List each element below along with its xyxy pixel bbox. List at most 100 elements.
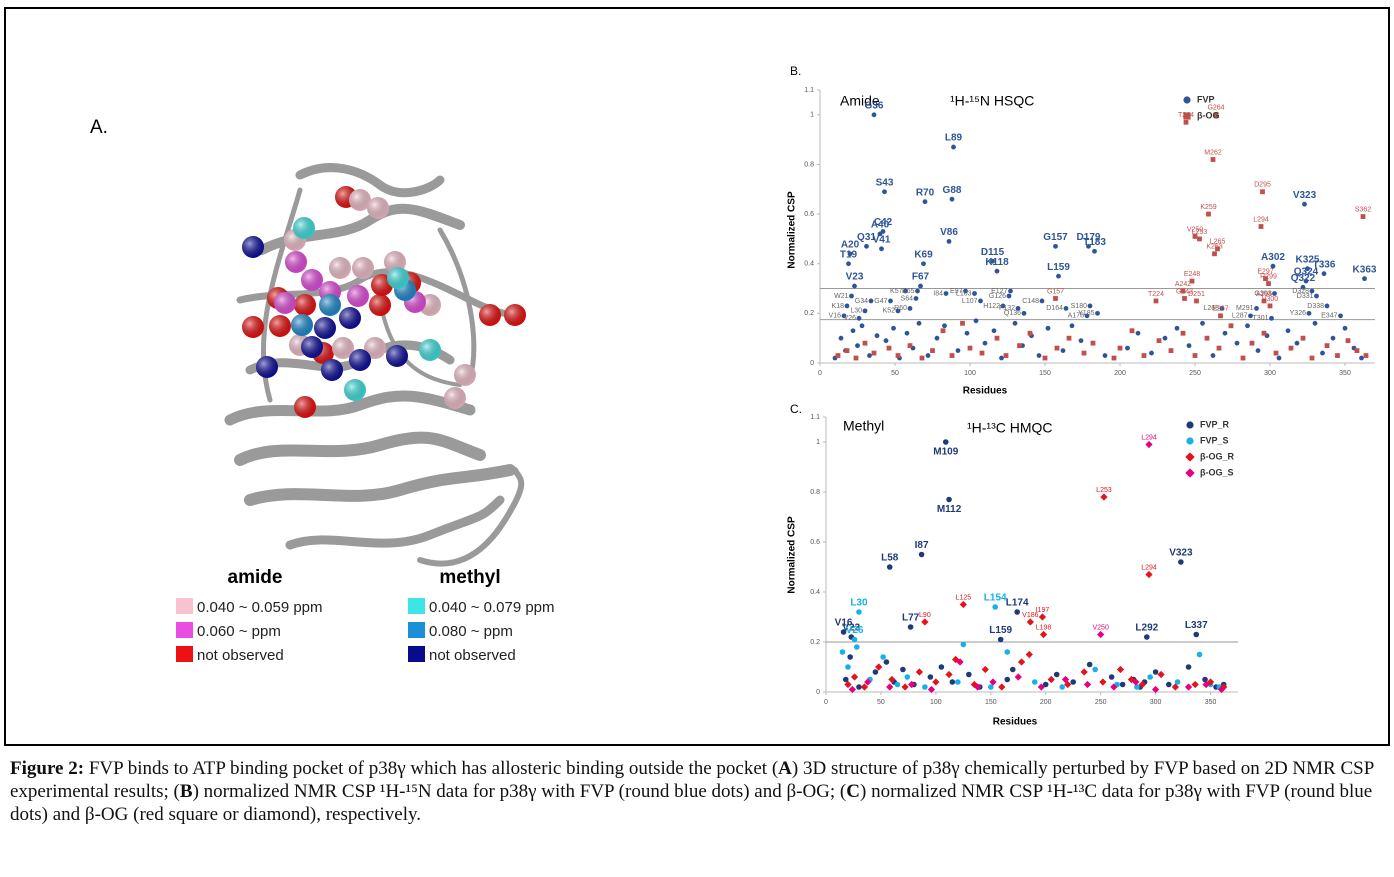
data-point — [1040, 299, 1045, 304]
data-point — [1322, 271, 1327, 276]
data-point — [908, 624, 914, 630]
data-point — [1054, 672, 1060, 678]
data-point — [1142, 353, 1147, 358]
data-point — [908, 306, 913, 311]
y-tick-label: 0.4 — [810, 589, 820, 596]
data-point — [1014, 609, 1020, 615]
point-label: L253 — [1096, 487, 1112, 494]
data-point — [1136, 331, 1141, 336]
data-point — [1331, 336, 1336, 341]
point-label: L287 — [1232, 313, 1248, 320]
caption-text: B — [180, 781, 193, 802]
data-point — [1163, 336, 1168, 341]
point-label: L107 — [962, 298, 978, 305]
y-tick-label: 0.6 — [810, 539, 820, 546]
data-point — [978, 299, 983, 304]
point-label: E347 — [1321, 313, 1337, 320]
data-point — [922, 684, 928, 690]
caption-text: ) normalized NMR CSP ¹H-¹⁵N data for p38… — [193, 781, 847, 802]
x-axis-label: Residues — [993, 717, 1038, 728]
point-label: E248 — [1184, 271, 1200, 278]
x-tick-label: 250 — [1095, 699, 1107, 706]
sphere-shade — [454, 364, 476, 386]
data-point — [1157, 671, 1164, 678]
point-label: D251 — [1188, 291, 1205, 298]
legend-label: not observed — [429, 647, 516, 664]
data-point — [852, 637, 858, 643]
data-point — [869, 299, 874, 304]
data-point — [867, 353, 872, 358]
point-label: K69 — [914, 249, 933, 260]
figure: A. amide0.040 ~ 0.059 ppm0.060 ~ ppmnot … — [0, 0, 1394, 748]
data-point — [1343, 326, 1348, 331]
data-point — [1043, 356, 1048, 361]
data-point — [1205, 336, 1210, 341]
data-point — [1125, 346, 1130, 351]
point-label: Y185 — [1078, 310, 1094, 317]
data-point — [1084, 681, 1091, 688]
data-point — [919, 552, 925, 558]
legend-label: not observed — [197, 647, 284, 664]
data-point — [845, 304, 850, 309]
data-point — [839, 336, 844, 341]
point-label: S180 — [1071, 303, 1087, 310]
data-point — [887, 346, 892, 351]
point-label: L159 — [989, 625, 1012, 636]
data-point — [845, 664, 851, 670]
point-label: L90 — [919, 612, 931, 619]
chart: 00.20.40.60.811.1050100150200250300350G3… — [804, 87, 1377, 377]
data-point — [857, 316, 862, 321]
data-point — [1286, 328, 1291, 333]
sphere-shade — [479, 304, 501, 326]
data-point — [1223, 331, 1228, 336]
sphere-shade — [269, 315, 291, 337]
data-point — [1182, 296, 1187, 301]
data-point — [1070, 323, 1075, 328]
point-label: L253 — [1192, 229, 1208, 236]
data-point — [856, 609, 862, 615]
sphere-shade — [339, 307, 361, 329]
data-point — [1048, 676, 1055, 683]
data-point — [1026, 651, 1033, 658]
point-label: L103 — [956, 290, 972, 297]
legend-swatch — [408, 622, 425, 638]
data-point — [1081, 668, 1088, 675]
data-point — [860, 323, 865, 328]
data-point — [1325, 304, 1330, 309]
point-label: V86 — [940, 227, 958, 238]
data-point — [1307, 311, 1312, 316]
legend-title: methyl — [439, 567, 500, 588]
chart-subtitle: ¹H-¹³C HMQC — [967, 420, 1053, 436]
data-point — [1088, 304, 1093, 309]
sphere-shade — [294, 396, 316, 418]
y-tick-label: 0.6 — [804, 211, 814, 218]
data-point — [1032, 679, 1038, 685]
sphere-shade — [321, 359, 343, 381]
point-label: V323 — [1169, 548, 1193, 559]
point-label: T224 — [1148, 291, 1164, 298]
point-label: D331 — [1297, 293, 1314, 300]
point-label: G88 — [943, 185, 962, 196]
x-tick-label: 350 — [1205, 699, 1217, 706]
sphere-shade — [274, 292, 296, 314]
data-point — [836, 353, 841, 358]
data-point — [1099, 678, 1106, 685]
data-point — [908, 343, 913, 348]
data-point — [943, 439, 949, 445]
data-point — [915, 289, 920, 294]
data-point — [887, 564, 893, 570]
point-label: L337 — [1185, 620, 1208, 631]
point-label: V300 — [1262, 296, 1278, 303]
point-label: V16 — [829, 313, 842, 320]
data-point — [992, 328, 997, 333]
data-point — [1166, 682, 1172, 688]
sphere-shade — [329, 257, 351, 279]
data-point — [1335, 353, 1340, 358]
data-point — [1175, 326, 1180, 331]
point-label: S64 — [901, 295, 914, 302]
data-point — [923, 199, 928, 204]
data-point — [1022, 311, 1027, 316]
sphere-shade — [301, 336, 323, 358]
sphere-shade — [369, 294, 391, 316]
sphere-shade — [344, 379, 366, 401]
